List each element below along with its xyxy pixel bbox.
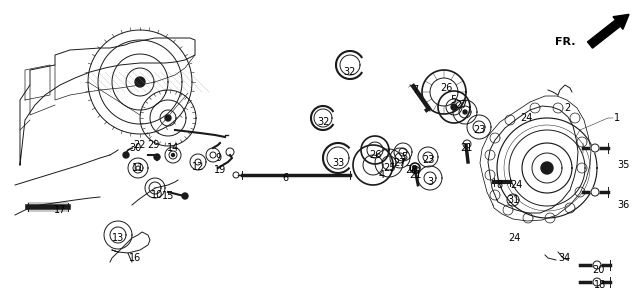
- Text: 29: 29: [147, 140, 159, 150]
- Text: 20: 20: [592, 265, 604, 275]
- Text: 15: 15: [162, 191, 174, 201]
- Text: 26: 26: [369, 150, 381, 160]
- Text: 31: 31: [507, 195, 519, 205]
- Text: 36: 36: [617, 200, 629, 210]
- Text: 26: 26: [440, 83, 452, 93]
- Text: 4: 4: [379, 170, 385, 180]
- Text: 25: 25: [383, 163, 396, 173]
- Text: 34: 34: [558, 253, 570, 263]
- Circle shape: [413, 166, 417, 170]
- Text: 5: 5: [401, 152, 407, 162]
- Text: 24: 24: [510, 180, 522, 190]
- Circle shape: [195, 159, 201, 165]
- Circle shape: [136, 166, 140, 170]
- Text: 35: 35: [617, 160, 629, 170]
- Text: 23: 23: [422, 155, 434, 165]
- Text: 18: 18: [594, 280, 606, 290]
- Circle shape: [591, 144, 599, 152]
- Text: 7: 7: [412, 85, 418, 95]
- Text: 12: 12: [192, 162, 204, 172]
- Text: 30: 30: [129, 143, 141, 153]
- Text: 24: 24: [520, 113, 532, 123]
- Text: 19: 19: [214, 165, 226, 175]
- Text: 13: 13: [112, 233, 124, 243]
- Circle shape: [210, 152, 216, 158]
- Text: 16: 16: [129, 253, 141, 263]
- Text: 27: 27: [456, 100, 468, 110]
- Text: 14: 14: [167, 143, 179, 153]
- Text: 17: 17: [54, 205, 66, 215]
- Text: 21: 21: [409, 170, 421, 180]
- Text: 9: 9: [215, 153, 221, 163]
- Circle shape: [182, 193, 188, 199]
- Circle shape: [172, 154, 175, 157]
- Text: 28: 28: [405, 165, 417, 175]
- Text: 23: 23: [473, 125, 485, 135]
- Text: 3: 3: [427, 177, 433, 187]
- Text: FR.: FR.: [554, 37, 575, 47]
- Text: 2: 2: [564, 103, 570, 113]
- Circle shape: [591, 188, 599, 196]
- Circle shape: [541, 162, 553, 174]
- Text: 32: 32: [344, 67, 356, 77]
- Text: 33: 33: [332, 158, 344, 168]
- Circle shape: [451, 104, 457, 110]
- Circle shape: [593, 278, 601, 286]
- Text: 10: 10: [151, 190, 163, 200]
- Circle shape: [115, 232, 121, 238]
- Text: 27: 27: [394, 158, 406, 168]
- Circle shape: [154, 154, 160, 160]
- FancyArrow shape: [588, 14, 629, 48]
- Text: 21: 21: [460, 143, 472, 153]
- Circle shape: [463, 110, 467, 114]
- Text: 32: 32: [317, 117, 329, 127]
- Text: 5: 5: [450, 95, 456, 105]
- Text: 6: 6: [282, 173, 288, 183]
- Text: 11: 11: [132, 163, 144, 173]
- Circle shape: [135, 77, 145, 87]
- Circle shape: [165, 115, 171, 121]
- Text: 22: 22: [134, 140, 147, 150]
- Text: 1: 1: [614, 113, 620, 123]
- Text: 8: 8: [496, 180, 502, 190]
- Circle shape: [123, 152, 129, 158]
- Text: 24: 24: [508, 233, 520, 243]
- Circle shape: [593, 261, 601, 269]
